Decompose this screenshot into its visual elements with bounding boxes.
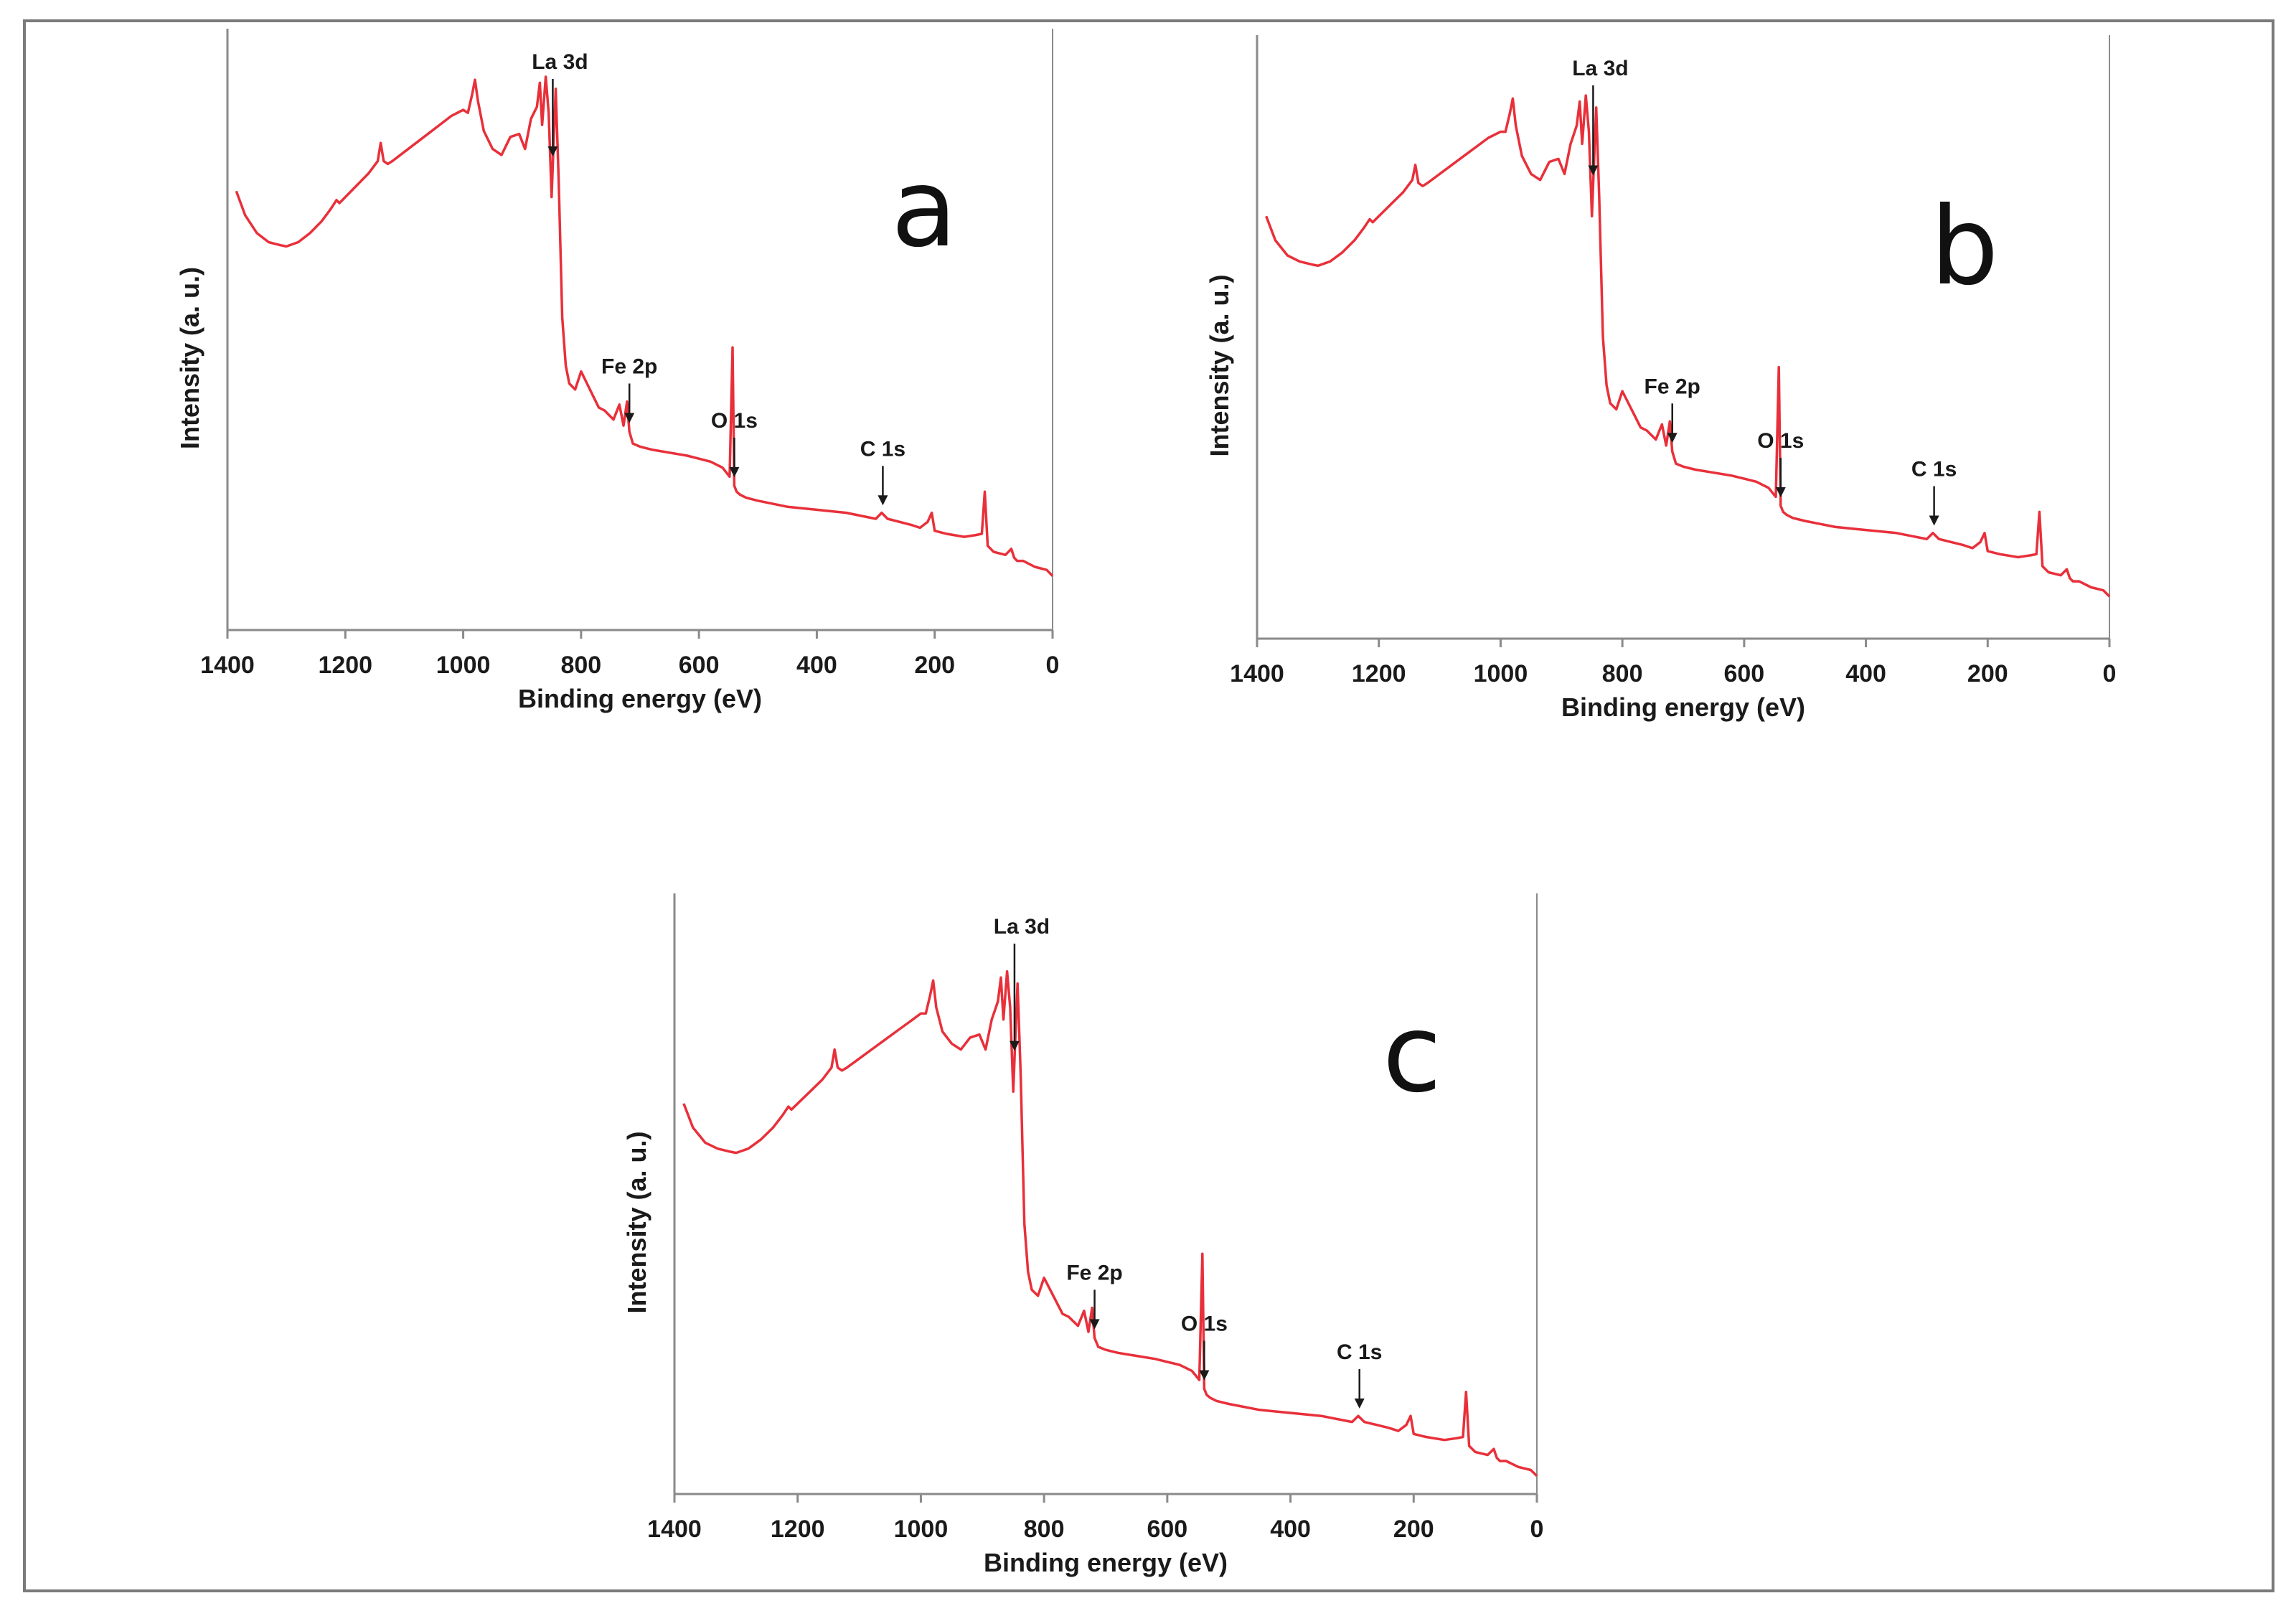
spectrum-line-a	[235, 75, 1054, 577]
x-tick-label-c-600: 600	[1147, 1516, 1187, 1543]
x-tick-label-a-200: 200	[914, 652, 955, 679]
peak-arrow-head-o-1s-c	[1199, 1370, 1210, 1381]
peak-label-la-3d-a: La 3d	[532, 50, 588, 74]
x-axis-title-c: Binding energy (eV)	[984, 1548, 1228, 1577]
peak-label-la-3d-c: La 3d	[994, 915, 1050, 939]
x-tick-label-a-0: 0	[1046, 652, 1060, 679]
x-tick-label-b-600: 600	[1723, 660, 1764, 687]
x-tick-label-b-1000: 1000	[1474, 660, 1528, 687]
peak-arrow-head-fe-2p-a	[624, 413, 635, 423]
outer-frame	[23, 19, 2274, 1592]
panel-letter-c: c	[1383, 992, 1441, 1117]
x-tick-label-c-1000: 1000	[894, 1516, 949, 1543]
peak-arrow-head-o-1s-b	[1775, 487, 1786, 497]
peak-arrow-head-la-3d-c	[1009, 1040, 1020, 1051]
x-tick-label-b-800: 800	[1602, 660, 1643, 687]
x-axis-title-a: Binding energy (eV)	[518, 684, 762, 713]
peak-label-fe-2p-a: Fe 2p	[601, 354, 657, 378]
peak-arrow-head-fe-2p-b	[1667, 433, 1678, 443]
x-tick-label-a-600: 600	[679, 652, 720, 679]
x-tick-label-b-1400: 1400	[1230, 660, 1284, 687]
x-tick-label-a-1400: 1400	[200, 652, 255, 679]
y-axis-title-a: Intensity (a. u.)	[175, 267, 204, 449]
x-tick-label-c-1200: 1200	[771, 1516, 825, 1543]
peak-label-la-3d-b: La 3d	[1572, 57, 1628, 80]
x-tick-label-b-200: 200	[1967, 660, 2008, 687]
x-tick-label-b-1200: 1200	[1352, 660, 1406, 687]
peak-label-o-1s-c: O 1s	[1181, 1312, 1228, 1336]
peak-arrow-head-c-1s-b	[1929, 515, 1939, 526]
x-tick-label-b-0: 0	[2103, 660, 2117, 687]
peak-arrow-head-c-1s-a	[878, 495, 888, 506]
x-axis-title-b: Binding energy (eV)	[1561, 692, 1805, 722]
peak-arrow-head-o-1s-a	[729, 466, 740, 477]
x-tick-label-a-1200: 1200	[318, 652, 372, 679]
peak-label-o-1s-a: O 1s	[711, 409, 758, 433]
peak-arrow-head-fe-2p-c	[1089, 1319, 1100, 1330]
spectrum-line-b	[1265, 94, 2111, 598]
peak-label-fe-2p-c: Fe 2p	[1066, 1261, 1122, 1284]
x-tick-label-b-400: 400	[1845, 660, 1886, 687]
panel-c: 1400 1200 1000 800 600 400 200 0 Binding energy …	[622, 893, 1543, 1577]
panel-letter-a: a	[891, 146, 957, 271]
x-tick-label-c-1400: 1400	[647, 1516, 702, 1543]
panel-b: 1400 1200 1000 800 600 400 200 0 Binding energy …	[1205, 35, 2116, 722]
peak-label-fe-2p-b: Fe 2p	[1645, 375, 1700, 398]
y-axis-title-b: Intensity (a. u.)	[1205, 274, 1234, 456]
peak-arrow-head-la-3d-b	[1588, 165, 1599, 176]
peak-arrow-head-c-1s-c	[1354, 1398, 1365, 1409]
x-tick-label-c-0: 0	[1530, 1516, 1544, 1543]
x-tick-label-a-1000: 1000	[436, 652, 491, 679]
x-tick-label-c-800: 800	[1024, 1516, 1065, 1543]
x-tick-label-c-400: 400	[1270, 1516, 1311, 1543]
peak-label-c-1s-c: C 1s	[1337, 1340, 1382, 1364]
peak-label-o-1s-b: O 1s	[1757, 429, 1804, 453]
x-tick-label-c-200: 200	[1393, 1516, 1434, 1543]
panel-a: 1400 1200 1000 800 600 400 200 0 Binding energy …	[175, 29, 1059, 713]
peak-label-c-1s-a: C 1s	[860, 437, 905, 461]
peak-label-c-1s-b: C 1s	[1911, 458, 1957, 481]
x-tick-label-a-400: 400	[796, 652, 837, 679]
x-tick-label-a-800: 800	[560, 652, 601, 679]
spectrum-line-c	[682, 970, 1538, 1478]
y-axis-title-c: Intensity (a. u.)	[622, 1131, 651, 1313]
peak-arrow-head-la-3d-a	[547, 146, 558, 156]
panel-letter-b: b	[1930, 184, 1998, 309]
